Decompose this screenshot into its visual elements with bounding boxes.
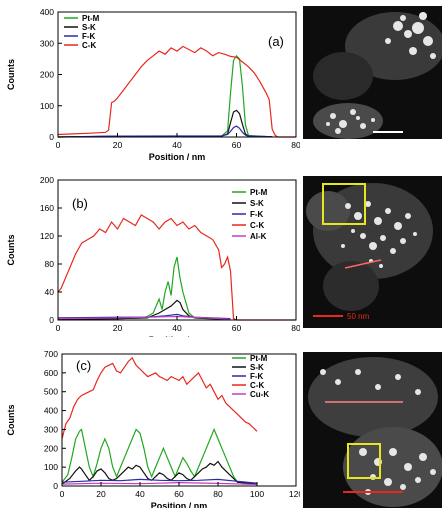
x-tick-label: 20 (113, 140, 123, 150)
micrograph-b-image: 50 nm (306, 183, 433, 321)
micrograph-c (303, 352, 442, 508)
scale-bar-label-b: 50 nm (347, 312, 370, 321)
series-line-pt-m (57, 256, 231, 320)
legend-label: Al-K (250, 232, 267, 241)
y-tick-label: 100 (40, 101, 54, 111)
series-line-c-k (57, 45, 296, 138)
x-tick-label: 40 (135, 489, 145, 499)
legend-label: S-K (82, 23, 96, 32)
chart-a: 0 20 40 60 80 0 100 200 300 400 Position / nm Count… (6, 7, 300, 162)
x-tick-label: 100 (250, 489, 264, 499)
x-tick-label: 80 (291, 140, 300, 150)
y-tick-label: 0 (53, 481, 58, 491)
y-axis-label: Counts (6, 235, 16, 266)
y-tick-label: 40 (45, 287, 55, 297)
chart-b: 0 20 40 60 80 0 40 80 120 160 200 Position / nm Coun… (6, 175, 300, 337)
legend-label: F-K (250, 210, 264, 219)
series-line-pt-m (61, 427, 258, 485)
y-tick-label: 300 (40, 38, 54, 48)
y-tick-label: 300 (44, 424, 58, 434)
legend-label: S-K (250, 199, 264, 208)
x-axis-label: Position / nm (149, 152, 206, 162)
series-line-al-k (57, 315, 231, 320)
y-axis-label: Counts (6, 59, 16, 90)
x-tick-label: 0 (56, 323, 61, 333)
micrograph-c-image (308, 357, 442, 507)
chart-c: 0 20 40 60 80 100 120 0 100 200 300 400 500 600 700 Pos… (6, 349, 300, 508)
y-tick-label: 80 (45, 259, 55, 269)
x-tick-label: 20 (96, 489, 106, 499)
legend-label: Pt-M (250, 354, 268, 363)
legend-label: C-K (250, 381, 264, 390)
y-tick-label: 400 (40, 7, 54, 17)
micrograph-a (303, 6, 442, 139)
panel-label: (a) (268, 34, 284, 49)
legend-label: C-K (82, 41, 96, 50)
y-tick-label: 0 (49, 315, 54, 325)
y-tick-label: 120 (40, 231, 54, 241)
legend-label: Cu-K (250, 390, 269, 399)
x-tick-label: 60 (232, 323, 242, 333)
x-tick-label: 60 (174, 489, 184, 499)
legend-label: F-K (250, 372, 264, 381)
y-tick-label: 500 (44, 387, 58, 397)
series-line-c-k (57, 214, 296, 321)
y-tick-label: 100 (44, 462, 58, 472)
series-line-cu-k (61, 481, 258, 486)
y-tick-label: 700 (44, 349, 58, 359)
x-tick-label: 40 (172, 323, 182, 333)
legend-label: Pt-M (250, 188, 268, 197)
x-axis-label: Position / nm (151, 501, 208, 508)
legend-label: S-K (250, 363, 264, 372)
y-tick-label: 160 (40, 203, 54, 213)
x-tick-label: 20 (113, 323, 123, 333)
series-line-f-k (57, 125, 273, 138)
panel-label: (b) (72, 196, 88, 211)
y-tick-label: 200 (44, 443, 58, 453)
legend-label: F-K (82, 32, 96, 41)
series-line-c-k (61, 356, 258, 440)
x-tick-label: 0 (56, 140, 61, 150)
y-tick-label: 400 (44, 406, 58, 416)
panel-label: (c) (76, 358, 91, 373)
series-line-f-k (61, 478, 258, 484)
x-tick-label: 40 (172, 140, 182, 150)
series-line-s-k (57, 299, 231, 320)
y-tick-label: 0 (49, 132, 54, 142)
x-tick-label: 80 (213, 489, 223, 499)
panel-b: 0 20 40 60 80 0 40 80 120 160 200 Position / nm Coun… (0, 172, 442, 337)
y-axis-label: Counts (6, 405, 16, 436)
legend-label: Pt-M (82, 14, 100, 23)
x-axis-label: Position / nm (149, 335, 206, 337)
series-line-pt-m (57, 54, 273, 138)
panel-a: 0 20 40 60 80 0 100 200 300 400 Position / nm Count… (0, 0, 442, 165)
legend-label: C-K (250, 221, 264, 230)
y-tick-label: 200 (40, 70, 54, 80)
x-tick-label: 0 (60, 489, 65, 499)
x-tick-label: 80 (291, 323, 300, 333)
series-line-s-k (61, 460, 258, 485)
x-tick-label: 60 (232, 140, 242, 150)
y-tick-label: 200 (40, 175, 54, 185)
y-tick-label: 600 (44, 368, 58, 378)
micrograph-a-image (313, 12, 442, 139)
x-tick-label: 120 (289, 489, 300, 499)
panel-c: 0 20 40 60 80 100 120 0 100 200 300 400 500 600 700 Pos… (0, 346, 442, 508)
micrograph-b: 50 nm (303, 176, 442, 328)
